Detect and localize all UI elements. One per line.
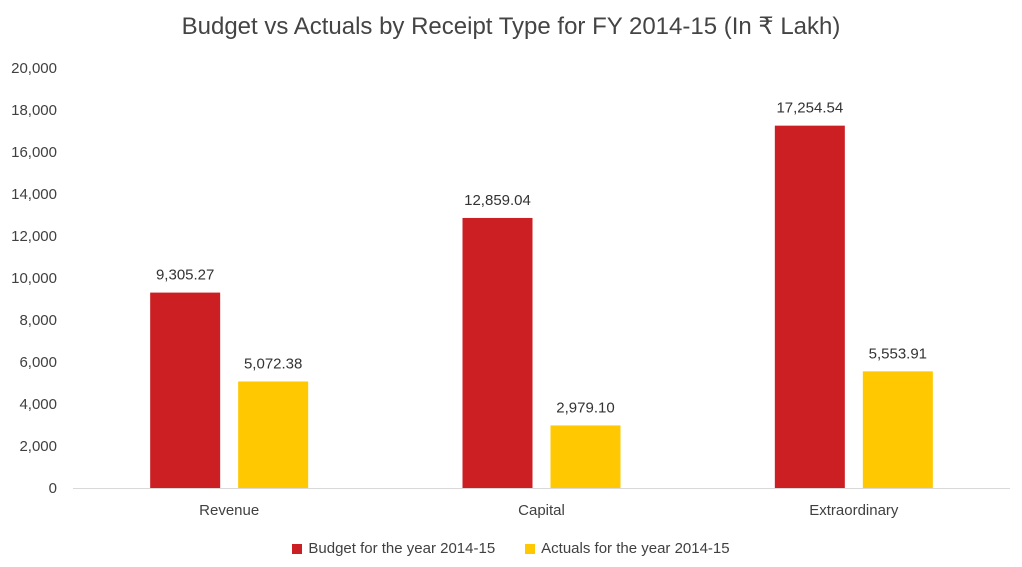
data-label-capital-budget: 12,859.04 <box>464 192 531 209</box>
y-tick-label-14000: 14,000 <box>11 186 57 203</box>
data-labels-group: 9,305.27 5,072.38 12,859.04 2,979.10 17,254.… <box>156 100 927 417</box>
bar-extraordinary-actuals <box>862 371 933 488</box>
bar-extraordinary-budget <box>774 125 845 488</box>
bar-capital-budget <box>462 217 533 489</box>
y-tick-label-8000: 8,000 <box>19 312 57 329</box>
y-tick-label-6000: 6,000 <box>19 354 57 371</box>
data-label-revenue-budget: 9,305.27 <box>156 267 214 284</box>
data-label-extraordinary-actuals: 5,553.91 <box>869 345 927 362</box>
bar-revenue-actuals <box>238 381 309 488</box>
legend-item-actuals: Actuals for the year 2014-15 <box>525 540 730 557</box>
y-tick-label-20000: 20,000 <box>11 60 57 77</box>
legend-label-actuals: Actuals for the year 2014-15 <box>541 540 730 557</box>
x-tick-label-revenue: Revenue <box>199 502 259 519</box>
y-tick-label-10000: 10,000 <box>11 270 57 287</box>
data-label-extraordinary-budget: 17,254.54 <box>776 100 843 117</box>
y-tick-label-18000: 18,000 <box>11 102 57 119</box>
y-axis-tick-labels: 0 2,000 4,000 6,000 8,000 10,000 12,000 14,000 1… <box>11 60 57 497</box>
y-tick-label-4000: 4,000 <box>19 396 57 413</box>
chart-title: Budget vs Actuals by Receipt Type for FY… <box>181 13 841 40</box>
x-tick-label-capital: Capital <box>518 502 565 519</box>
x-tick-label-extraordinary: Extraordinary <box>809 502 899 519</box>
y-tick-label-16000: 16,000 <box>11 144 57 161</box>
bar-revenue-budget <box>150 292 221 488</box>
y-tick-label-0: 0 <box>49 480 57 497</box>
x-axis-tick-labels: Revenue Capital Extraordinary <box>199 502 899 519</box>
legend-swatch-actuals <box>525 543 536 554</box>
legend: Budget for the year 2014-15 Actuals for … <box>0 540 1022 557</box>
legend-swatch-budget <box>292 543 303 554</box>
bar-capital-actuals <box>550 425 621 488</box>
bars-group <box>150 125 933 489</box>
legend-label-budget: Budget for the year 2014-15 <box>308 540 496 557</box>
data-label-revenue-actuals: 5,072.38 <box>244 355 302 372</box>
y-tick-label-2000: 2,000 <box>19 438 57 455</box>
legend-item-budget: Budget for the year 2014-15 <box>292 540 495 557</box>
data-label-capital-actuals: 2,979.10 <box>556 399 614 416</box>
y-tick-label-12000: 12,000 <box>11 228 57 245</box>
